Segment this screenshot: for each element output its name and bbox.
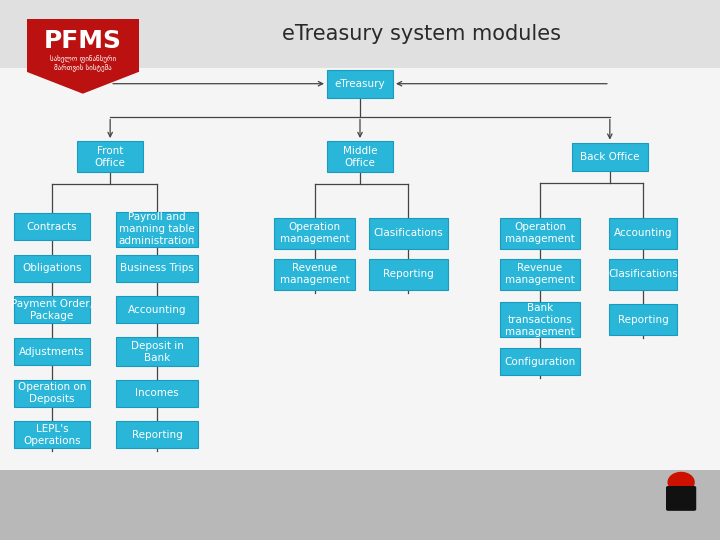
FancyBboxPatch shape (115, 337, 199, 366)
FancyBboxPatch shape (369, 259, 448, 290)
Text: Front
Office: Front Office (95, 146, 125, 167)
FancyBboxPatch shape (14, 338, 89, 365)
Text: Operation
management: Operation management (280, 222, 349, 244)
Text: Configuration: Configuration (505, 357, 575, 367)
FancyBboxPatch shape (572, 143, 648, 171)
FancyBboxPatch shape (115, 380, 199, 407)
FancyBboxPatch shape (0, 0, 720, 68)
Text: LEPL's
Operations: LEPL's Operations (23, 424, 81, 446)
FancyBboxPatch shape (274, 218, 355, 249)
FancyBboxPatch shape (500, 218, 580, 249)
FancyBboxPatch shape (14, 255, 89, 282)
Text: Incomes: Incomes (135, 388, 179, 398)
Text: Operation on
Deposits: Operation on Deposits (18, 382, 86, 404)
Text: Payroll and
manning table
administration: Payroll and manning table administration (119, 213, 195, 246)
FancyBboxPatch shape (500, 302, 580, 337)
Text: Clasifications: Clasifications (374, 228, 443, 238)
Polygon shape (27, 72, 138, 94)
FancyBboxPatch shape (500, 348, 580, 375)
Text: Revenue
management: Revenue management (505, 264, 575, 285)
Circle shape (668, 472, 694, 492)
Text: Back Office: Back Office (580, 152, 639, 161)
Text: მართვის სისტემა: მართვის სისტემა (54, 64, 112, 71)
FancyBboxPatch shape (115, 255, 199, 282)
Text: Reporting: Reporting (132, 430, 182, 440)
FancyBboxPatch shape (14, 421, 89, 448)
FancyBboxPatch shape (0, 68, 720, 470)
FancyBboxPatch shape (274, 259, 355, 290)
Text: Payment Order,
Package: Payment Order, Package (11, 299, 93, 321)
Text: Business Trips: Business Trips (120, 264, 194, 273)
FancyBboxPatch shape (369, 218, 448, 249)
Text: Reporting: Reporting (383, 269, 433, 279)
Text: Obligations: Obligations (22, 264, 81, 273)
FancyBboxPatch shape (500, 259, 580, 290)
Text: Deposit in
Bank: Deposit in Bank (130, 341, 184, 362)
Text: PFMS: PFMS (44, 29, 122, 52)
FancyBboxPatch shape (609, 304, 677, 335)
FancyBboxPatch shape (115, 212, 199, 247)
FancyBboxPatch shape (0, 470, 720, 540)
FancyBboxPatch shape (14, 213, 89, 240)
FancyBboxPatch shape (609, 218, 677, 249)
FancyBboxPatch shape (666, 486, 696, 511)
Text: Middle
Office: Middle Office (343, 146, 377, 167)
Text: Reporting: Reporting (618, 315, 668, 325)
FancyBboxPatch shape (327, 70, 393, 98)
FancyBboxPatch shape (27, 19, 138, 72)
Text: Adjustments: Adjustments (19, 347, 85, 356)
Text: Clasifications: Clasifications (608, 269, 678, 279)
Text: Bank
transactions
management: Bank transactions management (505, 303, 575, 336)
FancyBboxPatch shape (77, 141, 143, 172)
FancyBboxPatch shape (115, 421, 199, 448)
Text: Accounting: Accounting (127, 305, 186, 315)
FancyBboxPatch shape (14, 296, 89, 323)
Text: სახელო ფინანსური: სახელო ფინანსური (50, 55, 116, 62)
Text: Revenue
management: Revenue management (280, 264, 349, 285)
FancyBboxPatch shape (609, 259, 677, 290)
FancyBboxPatch shape (115, 296, 199, 323)
Text: eTreasury: eTreasury (335, 79, 385, 89)
Text: Accounting: Accounting (613, 228, 672, 238)
Text: Operation
management: Operation management (505, 222, 575, 244)
FancyBboxPatch shape (14, 380, 89, 407)
Text: Contracts: Contracts (27, 222, 77, 232)
Text: eTreasury system modules: eTreasury system modules (282, 24, 561, 44)
FancyBboxPatch shape (327, 141, 393, 172)
